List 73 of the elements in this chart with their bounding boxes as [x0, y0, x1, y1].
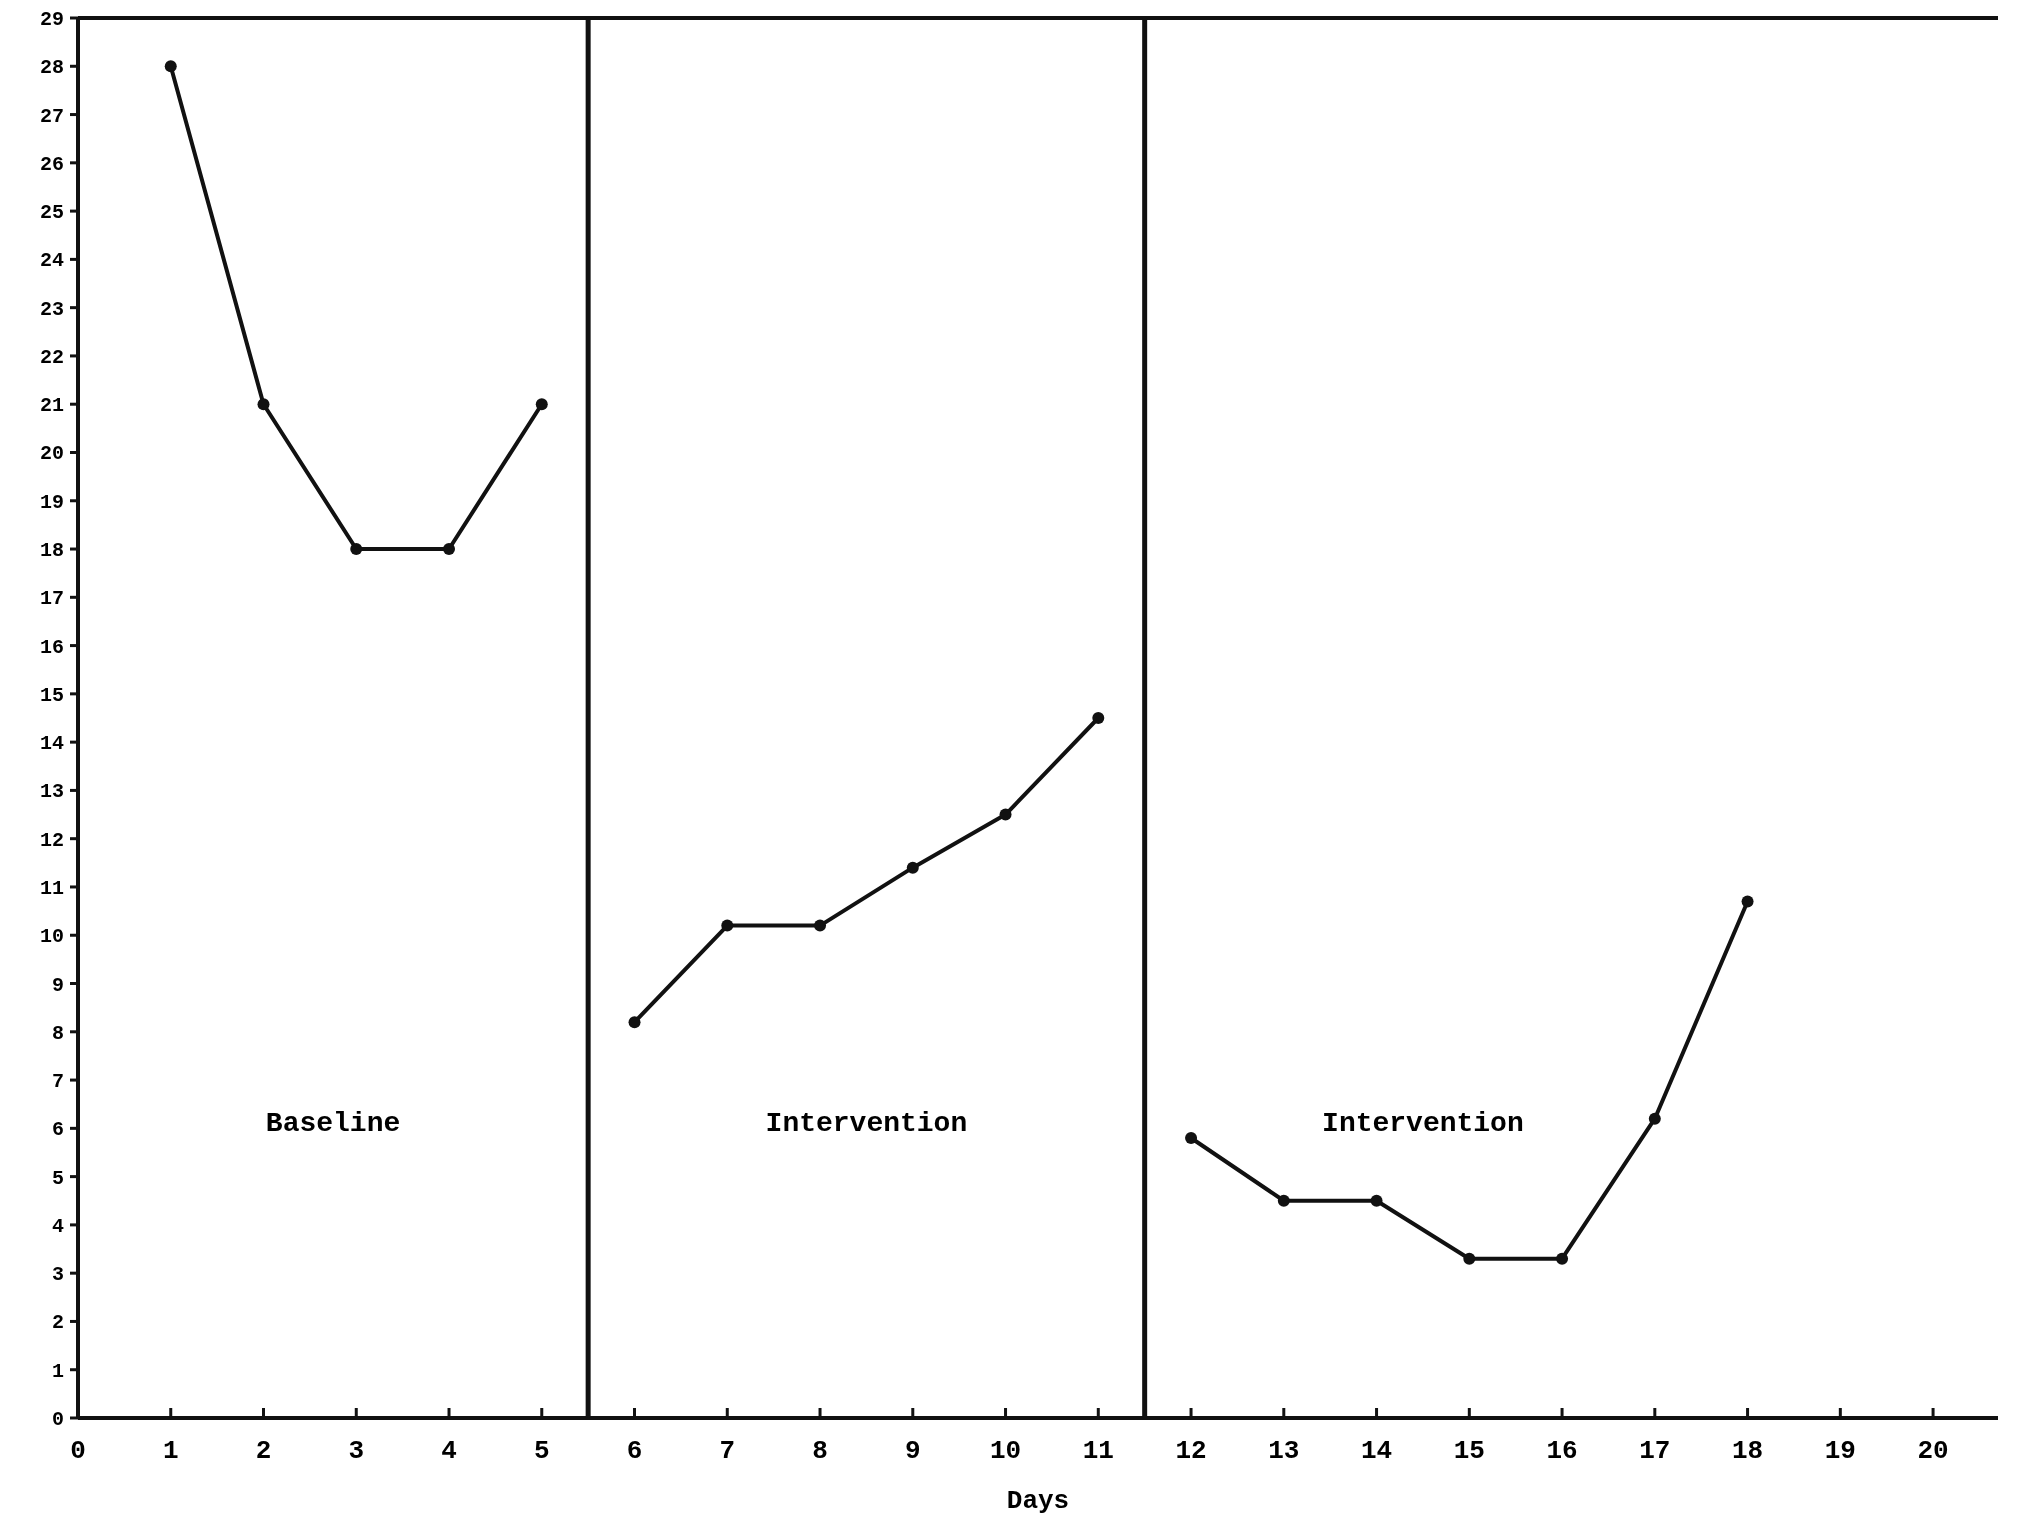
y-tick-label: 28 — [39, 56, 64, 80]
annotation: Intervention — [1322, 1108, 1524, 1139]
x-tick-label: 3 — [348, 1436, 365, 1466]
annotation: Baseline — [265, 1108, 401, 1139]
y-tick-label: 10 — [39, 925, 64, 949]
y-tick-label: 8 — [51, 1021, 64, 1045]
x-tick-label: 20 — [1917, 1436, 1949, 1466]
y-tick-label: 18 — [39, 539, 64, 563]
y-tick-label: 16 — [39, 635, 64, 659]
point — [1741, 895, 1754, 908]
y-tick-label: 25 — [39, 201, 64, 225]
point — [1092, 712, 1105, 724]
y-tick-label: 11 — [39, 876, 64, 900]
point — [535, 398, 548, 411]
point — [814, 919, 827, 932]
y-tick-label: 5 — [51, 1166, 64, 1190]
y-tick-label: 19 — [39, 490, 64, 514]
y-tick-label: 6 — [51, 1118, 64, 1142]
y-tick-label: 3 — [51, 1263, 64, 1287]
x-tick-label: 12 — [1175, 1436, 1207, 1466]
y-tick-label: 24 — [39, 249, 64, 273]
x-axis-title: Days — [1006, 1486, 1070, 1516]
y-tick-label: 26 — [39, 152, 64, 176]
y-tick-label: 12 — [39, 828, 64, 852]
x-tick-label: 16 — [1546, 1436, 1578, 1466]
point — [443, 543, 456, 556]
y-tick-label: 27 — [39, 104, 64, 128]
x-tick-label: 18 — [1731, 1436, 1764, 1466]
y-tick-label: 2 — [51, 1311, 64, 1335]
x-tick-label: 6 — [626, 1436, 643, 1466]
y-tick-label: 9 — [51, 973, 64, 997]
y-tick-label: 0 — [51, 1408, 64, 1431]
x-tick-label: 0 — [70, 1436, 86, 1466]
x-tick-label: 9 — [904, 1436, 921, 1466]
point — [1648, 1112, 1661, 1125]
x-tick-label: 7 — [719, 1436, 736, 1466]
x-tick-label: 1 — [162, 1436, 179, 1466]
x-tick-label: 5 — [533, 1436, 550, 1466]
y-tick-label: 22 — [39, 345, 64, 369]
x-tick-label: 14 — [1360, 1436, 1393, 1466]
point — [999, 808, 1012, 821]
x-tick-label: 2 — [255, 1436, 272, 1466]
point — [1370, 1194, 1383, 1207]
x-tick-label: 10 — [989, 1436, 1022, 1466]
y-tick-label: 4 — [51, 1214, 64, 1238]
y-tick-label: 1 — [51, 1359, 64, 1383]
point — [164, 60, 177, 73]
point — [1463, 1252, 1476, 1265]
point — [721, 919, 734, 932]
y-tick-label: 20 — [39, 442, 64, 466]
x-tick-label: 8 — [812, 1436, 828, 1466]
x-tick-label: 19 — [1824, 1436, 1856, 1466]
point — [257, 398, 270, 411]
y-tick-label: 13 — [39, 780, 64, 804]
y-tick-label: 14 — [39, 732, 64, 756]
x-tick-label: 15 — [1453, 1436, 1485, 1466]
point — [1556, 1252, 1569, 1265]
x-tick-label: 13 — [1268, 1436, 1300, 1466]
point — [350, 543, 363, 556]
y-tick-label: 23 — [39, 297, 64, 321]
annotation: Intervention — [765, 1108, 968, 1139]
y-tick-label: 21 — [39, 394, 64, 418]
y-tick-label: 7 — [51, 1070, 64, 1094]
y-tick-label: 29 — [39, 8, 64, 31]
y-tick-label: 17 — [39, 587, 64, 611]
point — [628, 1016, 641, 1029]
point — [906, 861, 919, 874]
x-tick-label: 4 — [441, 1436, 457, 1466]
point — [1185, 1132, 1198, 1144]
x-tick-label: 17 — [1639, 1436, 1671, 1466]
x-tick-label: 11 — [1082, 1436, 1114, 1466]
y-tick-label: 15 — [39, 683, 64, 707]
point — [1277, 1194, 1290, 1207]
